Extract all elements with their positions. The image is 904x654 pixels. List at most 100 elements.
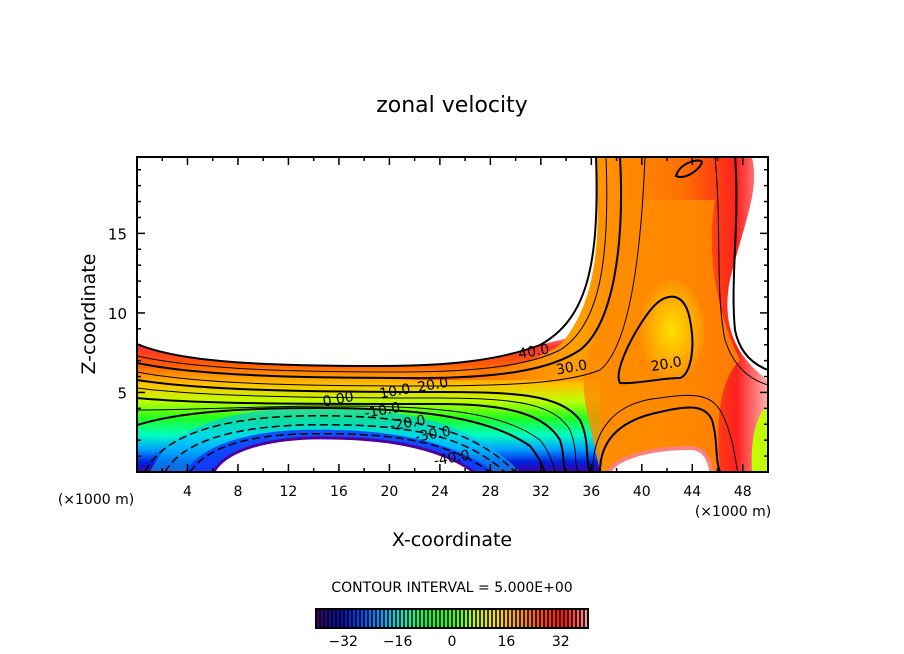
y-unit-label: (×1000 m) — [58, 492, 134, 508]
colorbar-swatch — [480, 609, 484, 628]
colorbar-swatch — [472, 609, 476, 628]
colorbar-swatch — [412, 609, 416, 628]
colorbar-tick-label: 0 — [448, 634, 457, 650]
contour-lower-25 — [592, 394, 739, 472]
colorbar-swatch — [416, 609, 420, 628]
colorbar-tick-label: −32 — [328, 634, 358, 650]
y-tick-label: 10 — [108, 305, 127, 323]
colorbar-swatch — [476, 609, 480, 628]
y-tick-label: 5 — [117, 384, 127, 402]
colorbar-swatch — [420, 609, 424, 628]
x-tick-label: 28 — [481, 484, 499, 500]
colorbar-swatch — [356, 609, 360, 628]
contour-label: 10.0 — [378, 381, 411, 402]
colorbar-swatch — [544, 609, 548, 628]
colorbar-swatch — [548, 609, 552, 628]
colorbar-swatch — [428, 609, 432, 628]
colorbar-swatch — [576, 609, 580, 628]
colorbar-swatch — [552, 609, 556, 628]
contour-40 — [137, 157, 598, 368]
contour-25 — [137, 157, 646, 387]
contour-5 — [137, 405, 557, 472]
colorbar-swatch — [560, 609, 564, 628]
lower-right-blank — [607, 445, 714, 472]
x-axis-label: X-coordinate — [392, 529, 512, 551]
colorbar-swatch — [400, 609, 404, 628]
colorbar-swatch — [444, 609, 448, 628]
colorbar-swatch — [484, 609, 488, 628]
contour-label: -40.0 — [433, 447, 471, 469]
colorbar-swatch — [504, 609, 508, 628]
colorbar-swatch — [404, 609, 408, 628]
colorbar-tick-labels: −32 −16 0 16 32 — [328, 634, 569, 650]
colorbar-swatch — [488, 609, 492, 628]
colorbar-swatch — [460, 609, 464, 628]
colorbar-swatch — [396, 609, 400, 628]
contour-label: 20.0 — [650, 354, 683, 375]
colorbar-swatch — [448, 609, 452, 628]
colorbar-swatch — [440, 609, 444, 628]
contour-interval-text: CONTOUR INTERVAL = 5.000E+00 — [331, 580, 572, 596]
colorbar-swatch — [424, 609, 428, 628]
colorbar-tick-label: 32 — [552, 634, 570, 650]
colorbar — [316, 609, 588, 628]
colorbar-tick-label: −16 — [383, 634, 413, 650]
colorbar-swatch — [360, 609, 364, 628]
y-axis: 5 10 15 — [108, 168, 768, 457]
colorbar-swatch — [532, 609, 536, 628]
colorbar-swatch — [520, 609, 524, 628]
colorbar-swatch — [384, 609, 388, 628]
colorbar-swatch — [364, 609, 368, 628]
colorbar-swatch — [524, 609, 528, 628]
colorbar-swatch — [348, 609, 352, 628]
colorbar-swatch — [388, 609, 392, 628]
contour-10 — [137, 397, 567, 472]
contour-0 — [137, 406, 546, 472]
colorbar-swatch — [564, 609, 568, 628]
colorbar-swatch — [436, 609, 440, 628]
colorbar-swatch — [324, 609, 328, 628]
x-tick-label: 36 — [582, 484, 600, 500]
contour-labels: 0.00 10.0-10.0 20.0 -20.0-30.0-40.0 40.030.0… — [321, 341, 683, 469]
colorbar-swatch — [496, 609, 500, 628]
x-tick-label: 20 — [380, 484, 398, 500]
contour-15 — [137, 387, 579, 472]
colorbar-swatch — [540, 609, 544, 628]
colorbar-swatch — [320, 609, 324, 628]
contour-20-core — [617, 295, 694, 385]
colorbar-swatch — [584, 609, 588, 628]
colorbar-swatch — [516, 609, 520, 628]
reverse-flow-blank — [211, 436, 477, 472]
colorbar-swatch — [512, 609, 516, 628]
colorbar-swatch — [380, 609, 384, 628]
contour-20-top — [674, 159, 704, 178]
colorbar-swatch — [376, 609, 380, 628]
colorbar-swatch — [316, 609, 320, 628]
colorbar-tick-label: 16 — [497, 634, 515, 650]
colorbar-swatch — [332, 609, 336, 628]
y-axis-label: Z-coordinate — [78, 254, 100, 375]
colorbar-swatch — [528, 609, 532, 628]
colorbar-frame — [315, 608, 589, 629]
contour-right-30 — [732, 157, 768, 371]
colorbar-swatch — [336, 609, 340, 628]
x-unit-label: (×1000 m) — [695, 504, 771, 520]
colorbar-swatch — [452, 609, 456, 628]
x-tick-label: 44 — [683, 484, 701, 500]
chart-title: zonal velocity — [376, 93, 528, 118]
colorbar-swatch — [500, 609, 504, 628]
upper-blank-region — [137, 157, 597, 366]
x-tick-label: 4 — [183, 484, 192, 500]
colorbar-swatch — [328, 609, 332, 628]
colorbar-swatch — [392, 609, 396, 628]
colorbar-swatch — [468, 609, 472, 628]
x-tick-label: 24 — [431, 484, 449, 500]
contour-neg30 — [189, 432, 491, 472]
contour-label: -30.0 — [414, 424, 452, 446]
contour-20 — [137, 379, 591, 472]
plot-area: 0.00 10.0-10.0 20.0 -20.0-30.0-40.0 40.030.0… — [137, 157, 768, 472]
x-tick-label: 12 — [280, 484, 298, 500]
contour-label: -10.0 — [363, 400, 401, 422]
colorbar-swatch — [492, 609, 496, 628]
